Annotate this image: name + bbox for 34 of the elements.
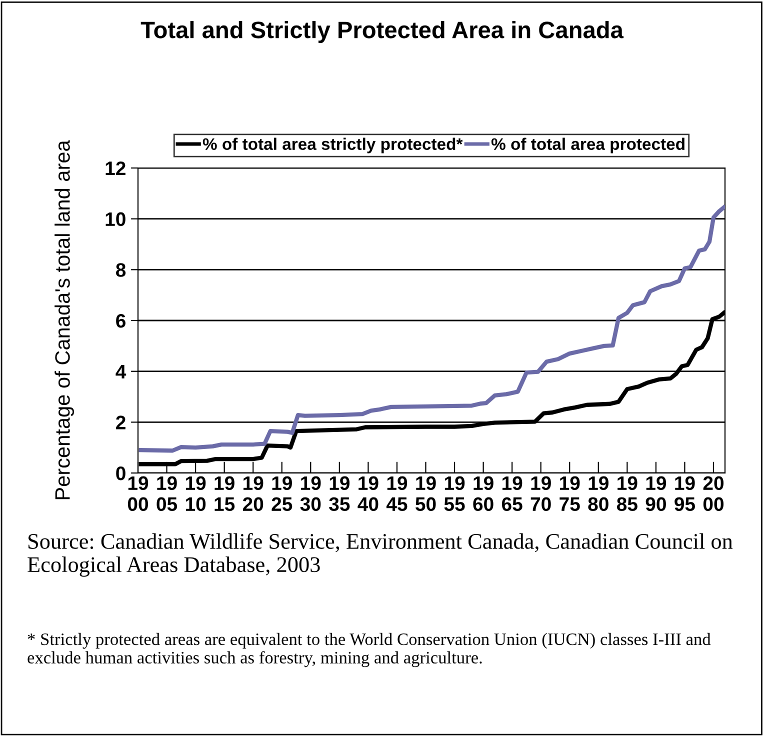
x-tick-label: 19 50 [416, 476, 436, 512]
x-tick-label: 19 90 [646, 476, 666, 512]
x-tick-label: 19 25 [272, 476, 292, 512]
y-tick-label: 8 [116, 263, 126, 277]
source-note: Source: Canadian Wildlife Service, Environment Canada, Canadian Council on Ecological Areas Database, 2003 [28, 533, 733, 577]
x-tick-label: 19 35 [329, 476, 350, 512]
x-tick-label: 19 95 [674, 476, 695, 512]
y-tick-label: 6 [116, 314, 126, 328]
y-tick-label: 12 [106, 161, 126, 176]
x-tick-label: 19 55 [444, 476, 465, 512]
x-tick-label: 19 40 [358, 476, 378, 512]
x-tick-label: 19 85 [616, 476, 638, 512]
y-tick-label: 4 [116, 365, 126, 378]
y-axis-title: Percentage of Canada's total land area [54, 140, 74, 500]
x-tick-label: 19 05 [156, 476, 178, 512]
legend-label: % of total area strictly protected* [202, 138, 463, 154]
chart-title: Total and Strictly Protected Area in Canada [140, 20, 624, 44]
x-tick-label: 19 30 [300, 476, 321, 512]
y-tick-label: 0 [116, 466, 126, 480]
y-tick-label: 10 [106, 212, 126, 226]
x-tick-label: 19 45 [386, 476, 408, 512]
x-tick-label: 19 00 [128, 476, 148, 512]
text: * Strictly protected areas are equivalent to the World Conservation Union (IUCN) classes I-III and exclude human activities such as forestry, mining and agriculture. [28, 632, 711, 668]
x-tick-label: 19 60 [473, 476, 494, 512]
legend-label: % of total area protected [491, 138, 684, 154]
x-tick-label: 19 70 [530, 476, 551, 512]
x-tick-label: 19 20 [242, 476, 264, 512]
x-tick-label: 19 75 [560, 476, 580, 512]
y-tick-label: 2 [116, 416, 126, 430]
x-tick-label: 20 00 [703, 476, 724, 512]
x-tick-label: 19 80 [588, 476, 608, 512]
x-tick-label: 19 15 [214, 476, 235, 512]
x-tick-label: 19 10 [186, 476, 206, 512]
x-tick-label: 19 65 [502, 476, 522, 512]
